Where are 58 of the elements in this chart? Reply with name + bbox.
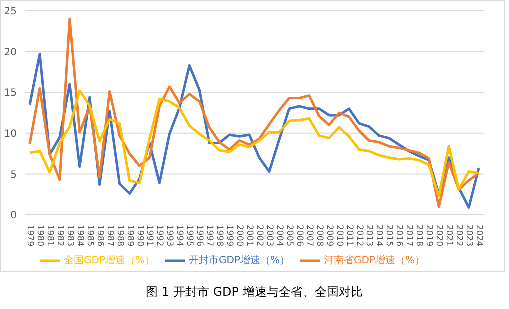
x-tick-label: 1984: [74, 225, 85, 247]
x-tick-label: 2012: [354, 225, 364, 247]
text: 图 1 开封市 GDP 增速与全省、全国对比: [145, 284, 364, 301]
x-tick-label: 1980: [34, 225, 45, 247]
y-tick-label: 0: [10, 210, 17, 222]
x-tick-label: 1992: [154, 225, 165, 247]
x-tick-label: 2000: [234, 225, 245, 247]
x-tick-label: 1986: [94, 225, 105, 247]
y-tick-label: 5: [10, 170, 17, 181]
x-tick-label: 1998: [214, 225, 225, 247]
x-tick-label: 1990: [134, 225, 145, 247]
x-tick-label: 1996: [194, 225, 205, 247]
x-tick-label: 2002: [254, 225, 264, 247]
x-tick-label: 2008: [314, 225, 324, 247]
x-tick-label: 1979: [25, 225, 35, 247]
x-tick-label: 1983: [64, 225, 75, 247]
x-tick-label: 1989: [124, 225, 135, 247]
x-tick-label: 2003: [264, 225, 274, 247]
x-tick-label: 1994: [174, 225, 185, 247]
x-tick-label: 1997: [204, 225, 215, 247]
x-tick-label: 2017: [404, 225, 414, 247]
y-tick-label: 10: [4, 128, 17, 140]
x-tick-label: 2023: [464, 225, 474, 247]
x-tick-label: 1981: [44, 225, 55, 247]
y-tick-label: 25: [4, 6, 17, 18]
x-tick-label: 2004: [274, 225, 284, 247]
legend-label: 开封市GDP增速（%）: [189, 256, 290, 267]
x-tick-label: 2022: [454, 225, 464, 247]
x-tick-label: 2009: [324, 225, 334, 247]
x-tick-label: 1988: [114, 225, 125, 247]
line-series: [28, 18, 480, 208]
x-tick-label: 2014: [374, 225, 384, 247]
x-tick-label: 2016: [394, 225, 404, 247]
x-tick-label: 2006: [294, 225, 304, 247]
x-tick-label: 2021: [444, 225, 454, 247]
x-tick-label: 2019: [424, 225, 434, 247]
y-tick-label: 15: [4, 88, 17, 100]
x-tick-label: 2007: [304, 225, 314, 247]
x-tick-label: 1982: [54, 225, 65, 247]
x-tick-label: 1991: [144, 225, 155, 247]
x-tick-label: 2001: [244, 225, 255, 247]
x-tick-label: 2020: [434, 225, 444, 247]
x-tick-label: 2010: [334, 225, 344, 247]
x-tick-label: 1999: [224, 225, 235, 247]
y-tick-label: 20: [4, 47, 17, 58]
x-tick-label: 2018: [414, 225, 424, 247]
x-tick-label: 2024: [474, 225, 484, 247]
x-tick-label: 2015: [384, 225, 394, 247]
legend-label: 河南省GDP增速（%）: [324, 256, 425, 267]
legend-label: 全国GDP增速（%）: [64, 256, 155, 267]
x-tick-label: 2013: [364, 225, 374, 247]
x-tick-label: 1995: [184, 225, 195, 247]
x-tick-label: 2011: [344, 225, 354, 247]
line-series: [28, 90, 480, 198]
x-tick-label: 2005: [284, 225, 294, 247]
x-tick-label: 1993: [164, 225, 175, 247]
x-tick-label: 1987: [104, 225, 115, 247]
x-tick-label: 1985: [84, 225, 95, 247]
